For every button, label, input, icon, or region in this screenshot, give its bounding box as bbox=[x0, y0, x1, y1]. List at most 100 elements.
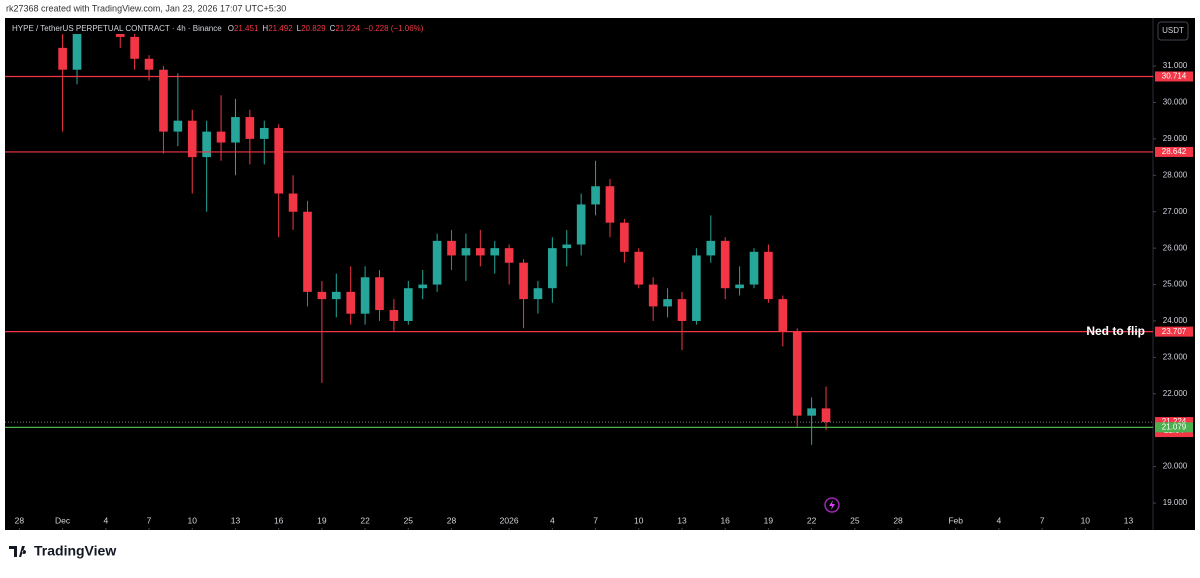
x-tick-label: 19 bbox=[317, 515, 327, 525]
x-tick-label: 2026 bbox=[500, 515, 519, 525]
level-annotation: Ned to flip bbox=[1086, 324, 1145, 338]
candle-body bbox=[663, 299, 672, 307]
level-tag bbox=[1155, 71, 1193, 82]
y-tick-label: 19.000 bbox=[1163, 498, 1188, 507]
x-tick-label: 28 bbox=[893, 515, 903, 525]
symbol: HYPE / TetherUS PERPETUAL CONTRACT · 4h … bbox=[12, 24, 222, 33]
candle-body bbox=[562, 244, 572, 249]
candle-body bbox=[476, 248, 485, 256]
candle-body bbox=[490, 248, 500, 256]
candle-body bbox=[346, 291, 356, 314]
candle-body bbox=[504, 248, 514, 263]
x-tick-label: 10 bbox=[1081, 515, 1091, 525]
candle-body bbox=[331, 291, 341, 300]
x-tick-label: 4 bbox=[550, 515, 555, 525]
candle-body bbox=[461, 248, 471, 256]
candle-body bbox=[303, 211, 312, 292]
candle-body bbox=[648, 284, 658, 307]
ohlc-value: 21.492 bbox=[268, 24, 293, 33]
plot bbox=[58, 0, 831, 445]
candle-body bbox=[591, 186, 600, 205]
level-tag-label: 23.707 bbox=[1162, 327, 1187, 336]
candle-body bbox=[548, 248, 557, 289]
x-tick-label: 28 bbox=[15, 515, 25, 525]
currency-button[interactable] bbox=[1157, 21, 1189, 41]
candle-body bbox=[403, 288, 413, 321]
header: HYPE / TetherUS PERPETUAL CONTRACT · 4h … bbox=[12, 24, 424, 33]
candle-body bbox=[288, 193, 298, 212]
candle-body bbox=[634, 251, 644, 285]
candle-body bbox=[87, 0, 96, 1]
candle-body bbox=[792, 331, 802, 416]
candle-body bbox=[677, 299, 687, 321]
level-tag bbox=[1155, 326, 1193, 337]
x-tick-label: 7 bbox=[147, 515, 152, 525]
x-tick-label: 4 bbox=[997, 515, 1002, 525]
x-tick-label: 13 bbox=[231, 515, 241, 525]
brand: TradingView bbox=[34, 543, 116, 559]
candle-body bbox=[735, 284, 744, 289]
candle-body bbox=[216, 131, 226, 143]
y-tick-label: 26.000 bbox=[1163, 243, 1188, 252]
candle-body bbox=[807, 408, 816, 416]
level-tag bbox=[1155, 146, 1193, 157]
level-tag-label: 28.642 bbox=[1162, 147, 1187, 156]
candle-body bbox=[274, 127, 283, 194]
x-tick-label: 19 bbox=[764, 515, 774, 525]
x-tick-label: 13 bbox=[677, 515, 687, 525]
candle-body bbox=[231, 117, 240, 143]
y-tick-label: 29.000 bbox=[1163, 134, 1188, 143]
y-tick-label: 27.000 bbox=[1163, 207, 1188, 216]
candle-body bbox=[159, 69, 168, 132]
candle-body bbox=[519, 262, 528, 300]
ohlc-value: 20.829 bbox=[301, 24, 326, 33]
y-tick-label: 24.000 bbox=[1163, 316, 1188, 325]
x-tick-label: 28 bbox=[447, 515, 457, 525]
y-tick-label: 31.000 bbox=[1163, 61, 1188, 70]
event-icon[interactable] bbox=[824, 497, 840, 513]
ohlc-key: L bbox=[297, 24, 302, 33]
x-tick-label: 22 bbox=[360, 515, 370, 525]
brand-logo: TradingView bbox=[9, 543, 116, 559]
candle-body bbox=[706, 240, 716, 256]
y-tick-label: 23.000 bbox=[1163, 353, 1188, 362]
ohlc-key: O bbox=[228, 24, 234, 33]
candle-body bbox=[447, 240, 456, 256]
x-tick-label: 13 bbox=[1124, 515, 1134, 525]
candle-body bbox=[764, 251, 773, 300]
y-tick-label: 28.000 bbox=[1163, 170, 1188, 179]
candle-body bbox=[375, 277, 384, 311]
candle-body bbox=[605, 186, 615, 223]
chart-background bbox=[5, 18, 1195, 530]
ohlc-key: C bbox=[330, 24, 336, 33]
candle-body bbox=[432, 240, 442, 285]
currency-label: USDT bbox=[1162, 26, 1184, 35]
candle-body bbox=[389, 310, 399, 321]
candle-body bbox=[749, 251, 759, 285]
event-icon-bolt bbox=[829, 500, 835, 510]
candle-body bbox=[58, 47, 67, 70]
candle-body bbox=[202, 131, 211, 158]
x-tick-label: 10 bbox=[188, 515, 198, 525]
candle-body bbox=[144, 58, 154, 70]
y-tick-label: 22.000 bbox=[1163, 389, 1188, 398]
x-tick-label: 7 bbox=[1040, 515, 1045, 525]
candle-body bbox=[533, 288, 543, 300]
x-tick-label: 25 bbox=[404, 515, 414, 525]
x-tick-label: 7 bbox=[593, 515, 598, 525]
candle-body bbox=[720, 240, 730, 289]
level-tag-label: 30.714 bbox=[1162, 72, 1187, 81]
logo-mark bbox=[9, 546, 27, 557]
caption: rk27368 created with TradingView.com, Ja… bbox=[6, 3, 286, 13]
y-tick-label: 20.000 bbox=[1163, 462, 1188, 471]
candle-body bbox=[778, 299, 788, 332]
x-tick-label: 10 bbox=[634, 515, 644, 525]
candle-body bbox=[245, 117, 255, 139]
x-tick-label: 16 bbox=[274, 515, 284, 525]
ohlc-key: H bbox=[262, 24, 268, 33]
level-tag bbox=[1155, 422, 1193, 433]
x-tick-label: 16 bbox=[720, 515, 730, 525]
candle-body bbox=[620, 222, 629, 252]
x-tick-label: 22 bbox=[807, 515, 817, 525]
